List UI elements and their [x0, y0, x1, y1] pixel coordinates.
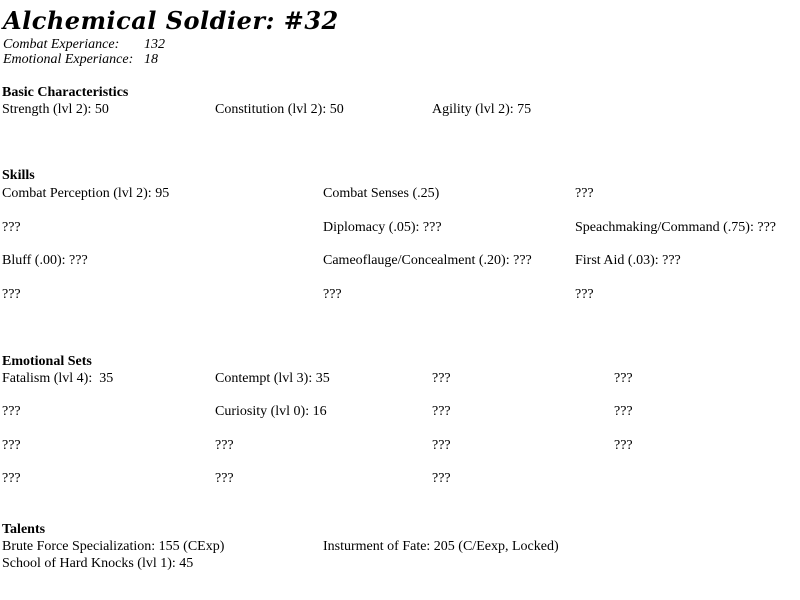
- emotion-cell: ???: [2, 438, 21, 453]
- stat-strength: Strength (lvl 2): 50: [2, 102, 109, 117]
- emotion-cell: ???: [215, 471, 234, 486]
- combat-experience-value: 132: [144, 37, 165, 52]
- skill-cell: First Aid (.03): ???: [575, 253, 681, 268]
- skill-cell: ???: [575, 287, 594, 302]
- skill-cell: Combat Perception (lvl 2): 95: [2, 186, 170, 201]
- page-title: Alchemical Soldier: #32: [3, 6, 339, 35]
- emotional-experience-label: Emotional Experiance:: [3, 52, 134, 67]
- section-heading-basic-characteristics: Basic Characteristics: [2, 85, 129, 100]
- skill-cell: ???: [323, 287, 342, 302]
- talent-instrument-of-fate: Insturment of Fate: 205 (C/Eexp, Locked): [323, 539, 559, 554]
- combat-experience-label: Combat Experiance:: [3, 37, 120, 52]
- emotion-cell: ???: [432, 404, 451, 419]
- skill-cell: ???: [575, 186, 594, 201]
- skill-cell: Bluff (.00): ???: [2, 253, 88, 268]
- emotion-cell: ???: [614, 371, 633, 386]
- section-heading-skills: Skills: [2, 168, 35, 183]
- emotion-cell: ???: [432, 438, 451, 453]
- emotion-cell: ???: [432, 471, 451, 486]
- emotion-cell: Fatalism (lvl 4): 35: [2, 371, 114, 386]
- skill-cell: Cameoflauge/Concealment (.20): ???: [323, 253, 532, 268]
- emotion-cell: ???: [614, 404, 633, 419]
- emotional-experience-value: 18: [144, 52, 158, 67]
- emotion-cell: ???: [614, 438, 633, 453]
- emotion-cell: ???: [2, 471, 21, 486]
- stat-constitution: Constitution (lvl 2): 50: [215, 102, 344, 117]
- emotion-cell: ???: [432, 371, 451, 386]
- section-heading-talents: Talents: [2, 522, 46, 537]
- emotion-cell: ???: [2, 404, 21, 419]
- talent-brute-force: Brute Force Specialization: 155 (CExp): [2, 539, 225, 554]
- section-heading-emotional-sets: Emotional Sets: [2, 354, 92, 369]
- emotion-cell: ???: [215, 438, 234, 453]
- skill-cell: ???: [2, 287, 21, 302]
- emotion-cell: Contempt (lvl 3): 35: [215, 371, 330, 386]
- skill-cell: Combat Senses (.25): [323, 186, 440, 201]
- skill-cell: Speachmaking/Command (.75): ???: [575, 220, 776, 235]
- skill-cell: ???: [2, 220, 21, 235]
- talent-school-of-hard-knocks: School of Hard Knocks (lvl 1): 45: [2, 556, 194, 571]
- emotion-cell: Curiosity (lvl 0): 16: [215, 404, 327, 419]
- stat-agility: Agility (lvl 2): 75: [432, 102, 532, 117]
- skill-cell: Diplomacy (.05): ???: [323, 220, 442, 235]
